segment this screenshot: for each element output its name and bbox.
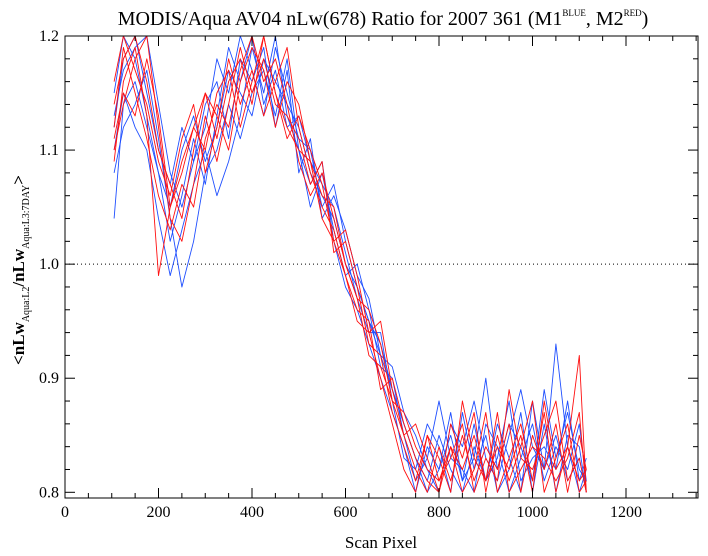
y-axis-label: <nLwAqua:L2/nLwAqua:L3:7DAY> <box>9 175 32 365</box>
series-line-m2-7 <box>113 36 587 493</box>
x-tick-label: 200 <box>147 504 171 521</box>
y-tick-label: 1.1 <box>39 142 59 159</box>
chart-title: MODIS/Aqua AV04 nLw(678) Ratio for 2007 … <box>118 8 649 30</box>
series-line-m2-11 <box>113 36 587 493</box>
x-tick-label: 0 <box>61 504 69 521</box>
series-line-m1-4 <box>113 58 587 493</box>
x-tick-label: 600 <box>334 504 358 521</box>
x-tick-label: 1200 <box>610 504 642 521</box>
series-line-m1-5 <box>113 36 587 493</box>
x-tick-label: 400 <box>240 504 264 521</box>
series-line-m1-3 <box>113 36 587 493</box>
series-line-m2-8 <box>113 36 587 493</box>
series-line-m1-1 <box>113 36 587 493</box>
y-tick-label: 1.0 <box>39 256 59 273</box>
y-tick-label: 1.2 <box>39 28 59 45</box>
plot-frame <box>64 35 699 499</box>
series-layer <box>113 36 587 493</box>
x-tick-label: 1000 <box>517 504 549 521</box>
y-tick-label: 0.8 <box>39 484 59 501</box>
series-line-m2-9 <box>113 36 587 493</box>
axis-layer: 0 200 400 600 800 1000 1200 0.8 0.9 1.0 1.1 1.2 <box>39 28 699 521</box>
series-line-m2-10 <box>113 36 587 493</box>
series-line-m2-6 <box>113 36 587 493</box>
series-line-m1-2 <box>113 36 587 493</box>
x-tick-label: 800 <box>427 504 451 521</box>
y-tick-label: 0.9 <box>39 370 59 387</box>
x-axis-label: Scan Pixel <box>345 533 418 552</box>
